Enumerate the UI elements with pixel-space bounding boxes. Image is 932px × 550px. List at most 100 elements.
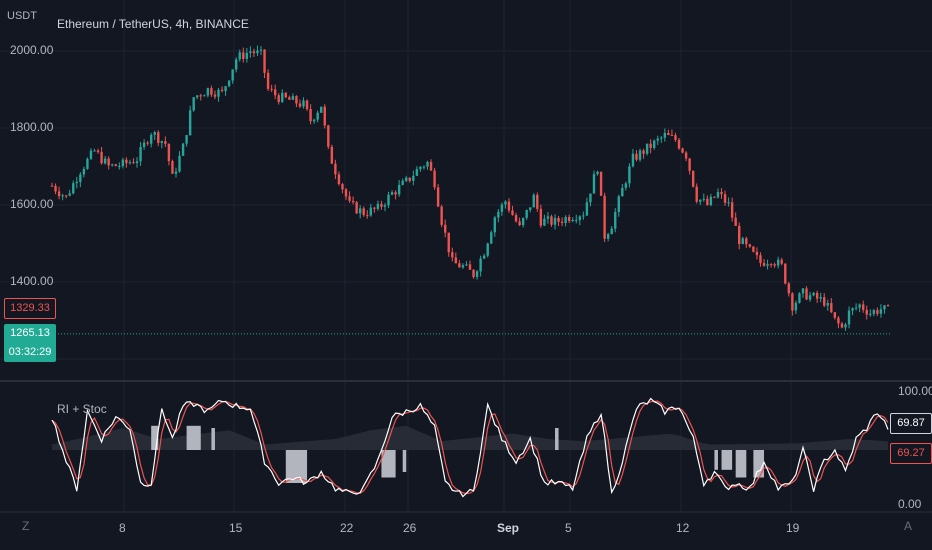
candle-body bbox=[390, 192, 394, 195]
candle-body bbox=[323, 106, 326, 126]
candle-body bbox=[146, 142, 149, 144]
candle-body bbox=[178, 155, 181, 172]
candle-body bbox=[380, 203, 383, 207]
candle-body bbox=[504, 201, 507, 205]
candle-body bbox=[706, 198, 709, 205]
candle-body bbox=[68, 193, 71, 196]
candle-body bbox=[366, 215, 369, 217]
candle-body bbox=[387, 194, 390, 206]
price-tick: 1800.00 bbox=[10, 120, 54, 134]
candle-body bbox=[575, 219, 578, 221]
candle-body bbox=[546, 216, 550, 219]
candle-body bbox=[720, 191, 723, 195]
time-tick: 26 bbox=[403, 521, 417, 535]
candle-body bbox=[171, 161, 174, 174]
candle-body bbox=[337, 174, 341, 185]
candle-body bbox=[518, 221, 521, 226]
candle-body bbox=[621, 187, 624, 197]
candle-body bbox=[440, 206, 443, 225]
candlestick-series bbox=[50, 45, 890, 331]
candle-body bbox=[614, 212, 617, 229]
chart-title[interactable]: Ethereum / TetherUS, 4h, BINANCE bbox=[57, 17, 249, 31]
candle-body bbox=[823, 297, 826, 306]
time-tick: Sep bbox=[497, 521, 520, 535]
candle-body bbox=[716, 191, 720, 198]
bar-countdown: 03:32:29 bbox=[4, 343, 56, 362]
candle-body bbox=[557, 217, 560, 222]
candle-body bbox=[656, 138, 659, 141]
candle-body bbox=[808, 295, 812, 300]
candle-body bbox=[723, 194, 727, 203]
candle-body bbox=[344, 189, 348, 197]
candle-body bbox=[54, 185, 57, 192]
candle-body bbox=[422, 166, 426, 168]
auto-scale-button[interactable]: A bbox=[904, 519, 913, 533]
candle-body bbox=[812, 292, 815, 296]
zoom-button[interactable]: Z bbox=[22, 519, 30, 533]
candle-body bbox=[490, 232, 493, 244]
candle-body bbox=[291, 96, 295, 100]
candle-body bbox=[876, 310, 879, 314]
candle-body bbox=[444, 224, 447, 233]
candle-body bbox=[376, 203, 380, 209]
candle-body bbox=[521, 217, 525, 226]
candle-body bbox=[231, 69, 234, 81]
candle-body bbox=[252, 51, 256, 54]
candle-body bbox=[220, 89, 224, 92]
candle-body bbox=[653, 140, 656, 148]
candle-body bbox=[773, 264, 776, 266]
candle-body bbox=[298, 103, 302, 107]
candle-body bbox=[213, 94, 217, 97]
candle-body bbox=[472, 269, 475, 278]
candle-body bbox=[833, 312, 837, 318]
candle-body bbox=[461, 265, 465, 268]
candle-body bbox=[769, 264, 773, 266]
candle-body bbox=[592, 174, 596, 194]
candle-body bbox=[560, 221, 564, 223]
candle-body bbox=[82, 168, 86, 175]
candle-body bbox=[206, 88, 210, 96]
candle-body bbox=[256, 50, 259, 54]
candle-body bbox=[500, 204, 504, 212]
candle-body bbox=[759, 255, 762, 264]
candle-body bbox=[447, 232, 450, 253]
candle-body bbox=[784, 263, 787, 284]
candle-body bbox=[762, 263, 766, 266]
candle-body bbox=[883, 305, 886, 310]
candle-body bbox=[830, 303, 833, 313]
indicator-name[interactable]: RI + Stoc bbox=[57, 402, 107, 416]
candle-body bbox=[288, 97, 291, 100]
candle-body bbox=[699, 199, 702, 202]
candle-body bbox=[96, 150, 100, 153]
candle-body bbox=[727, 202, 730, 204]
stoch-oscillator bbox=[51, 397, 889, 498]
candle-body bbox=[397, 184, 401, 195]
candle-body bbox=[100, 152, 103, 164]
candle-body bbox=[738, 225, 741, 245]
momentum-histogram-bar bbox=[402, 450, 407, 472]
time-tick: 12 bbox=[676, 521, 690, 535]
candle-body bbox=[50, 185, 54, 187]
candle-body bbox=[302, 100, 305, 107]
candle-body bbox=[606, 234, 610, 239]
candle-body bbox=[295, 96, 298, 104]
candle-body bbox=[589, 193, 592, 203]
candle-body bbox=[351, 200, 355, 203]
candle-body bbox=[525, 209, 528, 218]
candle-body bbox=[645, 143, 649, 154]
candle-body bbox=[433, 170, 436, 188]
candle-body bbox=[815, 292, 819, 299]
candle-body bbox=[401, 180, 404, 185]
candle-body bbox=[865, 309, 868, 315]
candle-body bbox=[872, 310, 876, 314]
candle-body bbox=[181, 143, 185, 156]
candle-body bbox=[249, 51, 252, 53]
candle-body bbox=[610, 228, 613, 235]
momentum-histogram-bar bbox=[285, 450, 308, 483]
candle-body bbox=[543, 218, 546, 226]
candle-body bbox=[121, 159, 125, 167]
candle-body bbox=[624, 183, 628, 188]
time-tick: 15 bbox=[229, 521, 243, 535]
alert-price-tag[interactable]: 1329.33 bbox=[4, 298, 56, 319]
